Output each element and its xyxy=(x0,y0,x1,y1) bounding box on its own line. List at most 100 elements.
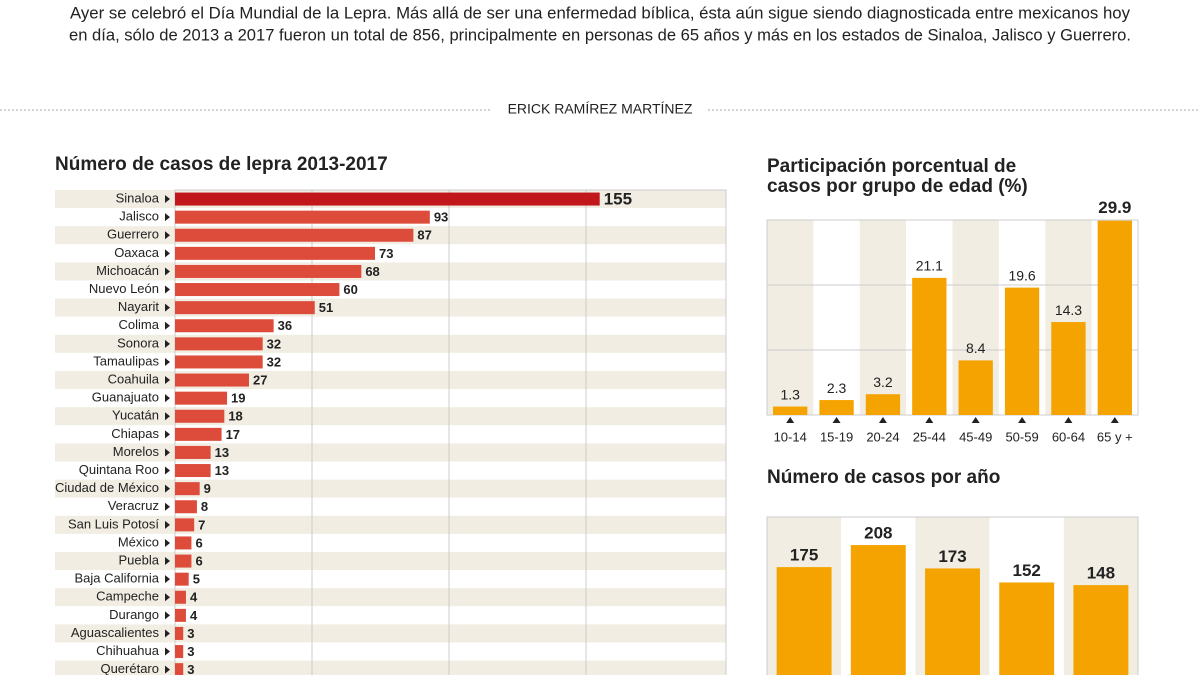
value-label: 17 xyxy=(226,427,240,442)
value-label: 8 xyxy=(201,499,208,514)
row-band xyxy=(55,570,726,589)
arrow xyxy=(786,417,795,423)
value-label: 1.3 xyxy=(780,386,800,402)
bar xyxy=(773,406,808,415)
value-label: 208 xyxy=(864,524,892,543)
arrow xyxy=(165,520,170,529)
y-tick-label: Puebla xyxy=(119,552,160,567)
value-label: 19.6 xyxy=(1008,267,1035,283)
y-tick-label: Michoacán xyxy=(96,263,159,278)
y-tick-label: Campeche xyxy=(96,589,159,604)
value-label: 32 xyxy=(267,336,281,351)
intro-line: Ayer se celebró el Día Mundial de la Lep… xyxy=(70,3,1130,22)
row-band xyxy=(55,624,726,643)
x-tick-label: 65 y + xyxy=(1097,429,1133,444)
value-label: 87 xyxy=(417,228,431,243)
arrow xyxy=(165,357,170,366)
arrow xyxy=(165,593,170,602)
arrow xyxy=(165,557,170,566)
y-tick-label: Sinaloa xyxy=(116,190,160,205)
bar xyxy=(175,482,200,496)
chart-title: casos por grupo de edad (%) xyxy=(767,176,1028,197)
y-tick-label: Guanajuato xyxy=(92,390,159,405)
intro-line: en día, sólo de 2013 a 2017 fueron un to… xyxy=(69,25,1131,44)
arrow xyxy=(165,502,170,511)
value-label: 27 xyxy=(253,372,267,387)
value-label: 175 xyxy=(790,546,818,565)
value-label: 6 xyxy=(195,553,202,568)
arrow xyxy=(165,339,170,348)
arrow xyxy=(165,249,170,258)
value-label: 3 xyxy=(187,644,194,659)
value-label: 5 xyxy=(193,572,200,587)
row-band xyxy=(55,642,726,661)
value-label: 2.3 xyxy=(827,380,847,396)
y-tick-label: México xyxy=(118,534,159,549)
bar xyxy=(912,277,947,415)
x-tick-label: 15-19 xyxy=(820,429,853,444)
x-tick-label: 50-59 xyxy=(1005,429,1038,444)
bar xyxy=(175,246,376,260)
arrow xyxy=(165,466,170,475)
bar xyxy=(175,464,211,478)
bar xyxy=(175,319,274,333)
bar xyxy=(1073,585,1129,675)
row-band xyxy=(55,533,726,552)
value-label: 3 xyxy=(187,662,194,675)
x-tick-label: 25-44 xyxy=(913,429,946,444)
bar xyxy=(175,518,195,532)
bar xyxy=(175,228,414,242)
value-label: 19 xyxy=(231,391,245,406)
row-band xyxy=(55,552,726,571)
plot-frame xyxy=(766,516,1139,675)
value-label: 6 xyxy=(195,535,202,550)
bar xyxy=(175,572,189,586)
y-tick-label: Oaxaca xyxy=(114,245,160,260)
arrow xyxy=(1018,417,1027,423)
bar xyxy=(175,663,184,675)
chart-title: Número de casos por año xyxy=(767,467,1000,488)
y-tick-label: Colima xyxy=(119,317,160,332)
value-label: 29.9 xyxy=(1098,198,1131,217)
author: ERICK RAMÍREZ MARTÍNEZ xyxy=(508,101,693,117)
bar xyxy=(175,337,263,351)
bar xyxy=(175,445,211,459)
arrow xyxy=(165,394,170,403)
value-label: 21.1 xyxy=(916,258,943,274)
bar xyxy=(175,264,362,278)
bar xyxy=(819,400,854,415)
arrow xyxy=(165,285,170,294)
y-tick-label: Tamaulipas xyxy=(93,353,159,368)
arrow xyxy=(165,267,170,276)
value-label: 3.2 xyxy=(873,374,893,390)
y-tick-label: Nayarit xyxy=(118,299,160,314)
bar xyxy=(175,301,315,315)
arrow xyxy=(165,321,170,330)
arrow xyxy=(165,195,170,204)
bar xyxy=(776,567,832,675)
bar xyxy=(1004,287,1040,415)
value-label: 18 xyxy=(228,409,242,424)
arrow xyxy=(165,665,170,674)
value-label: 3 xyxy=(187,626,194,641)
arrow xyxy=(165,575,170,584)
arrow xyxy=(1110,417,1119,423)
arrow xyxy=(165,303,170,312)
value-label: 7 xyxy=(198,517,205,532)
y-tick-label: Veracruz xyxy=(108,498,159,513)
bar xyxy=(175,626,184,640)
row-band xyxy=(55,660,726,675)
value-label: 9 xyxy=(204,481,211,496)
bar xyxy=(175,373,249,387)
value-label: 148 xyxy=(1087,564,1115,583)
bar xyxy=(175,608,186,622)
value-label: 8.4 xyxy=(966,340,986,356)
y-tick-label: Jalisco xyxy=(119,209,159,224)
value-label: 93 xyxy=(434,210,448,225)
value-label: 4 xyxy=(190,608,198,623)
arrow xyxy=(165,213,170,222)
arrow xyxy=(165,448,170,457)
bar xyxy=(999,582,1055,675)
x-tick-label: 45-49 xyxy=(959,429,992,444)
bar xyxy=(175,590,186,604)
